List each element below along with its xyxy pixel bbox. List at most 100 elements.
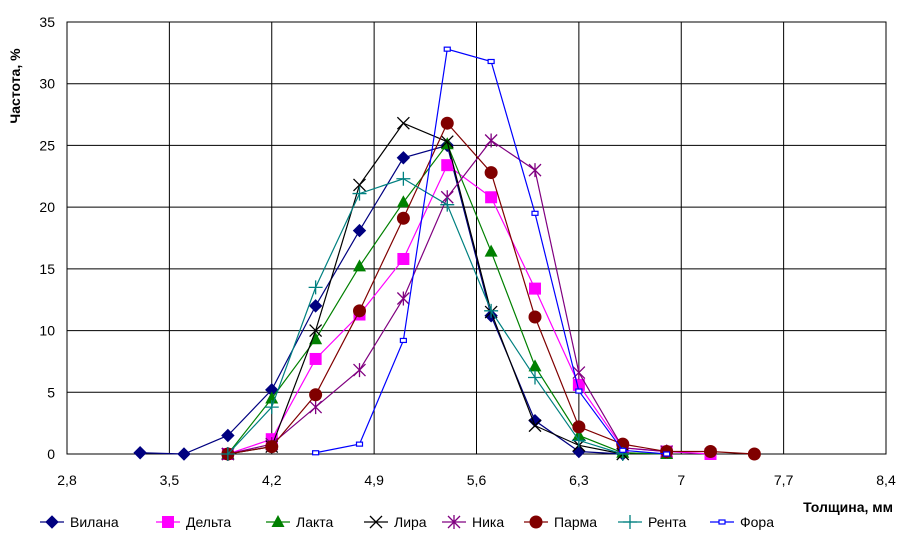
legend-item: Парма <box>524 514 597 530</box>
x-tick-label: 4,9 <box>364 472 384 488</box>
x-tick-label: 3,5 <box>160 472 180 488</box>
data-point <box>485 191 498 204</box>
series-Дельта <box>221 159 717 460</box>
data-point <box>312 450 320 456</box>
data-point <box>619 447 627 453</box>
x-axis-title: Толщина, мм <box>803 499 893 515</box>
data-point <box>575 388 583 394</box>
series-Фора <box>312 46 671 457</box>
legend-item: Лакта <box>266 514 334 530</box>
legend-item: Ника <box>442 514 504 530</box>
legend-item: Рента <box>618 514 686 530</box>
data-point <box>440 135 454 149</box>
data-point <box>265 440 279 454</box>
data-point <box>352 223 367 238</box>
legend-label: Рента <box>648 514 686 530</box>
data-point <box>747 447 761 461</box>
plot-border <box>66 21 887 455</box>
data-point <box>353 363 366 378</box>
legend-label: Лира <box>394 514 427 530</box>
data-point <box>487 58 495 65</box>
data-point <box>308 299 323 313</box>
data-point <box>441 159 454 172</box>
series-line <box>227 164 711 455</box>
legend-label: Парма <box>554 514 597 530</box>
data-point <box>353 304 366 318</box>
data-point <box>623 515 637 529</box>
x-tick-label: 5,6 <box>467 472 487 488</box>
data-point <box>396 151 411 165</box>
data-point <box>440 116 454 130</box>
data-point <box>572 378 585 391</box>
data-point <box>308 280 323 295</box>
data-point <box>45 515 59 529</box>
series-Ника <box>221 133 674 461</box>
data-point <box>529 282 541 295</box>
y-tick-label: 20 <box>39 199 55 215</box>
data-point <box>531 210 539 216</box>
y-tick-label: 25 <box>39 137 55 153</box>
y-axis-title: Частота, % <box>7 48 23 124</box>
data-point <box>353 259 366 272</box>
data-point <box>528 370 542 385</box>
data-point <box>572 420 586 434</box>
series-Вилана <box>133 138 630 461</box>
data-point <box>309 388 323 402</box>
series-Парма <box>221 116 761 461</box>
data-point <box>663 451 671 457</box>
data-point <box>529 515 543 529</box>
legend-label: Ника <box>472 514 504 530</box>
data-point <box>397 252 410 265</box>
data-point <box>220 447 235 461</box>
y-tick-label: 10 <box>39 323 55 339</box>
data-point <box>352 186 367 201</box>
data-point <box>309 332 323 345</box>
series-line <box>227 139 667 455</box>
data-series <box>133 46 761 461</box>
legend-item: Вилана <box>40 514 119 530</box>
data-point <box>528 310 542 324</box>
data-point <box>309 352 322 365</box>
y-axis-ticks: 0 5 10 15 20 25 30 35 <box>39 14 55 462</box>
legend-label: Вилана <box>70 514 119 530</box>
data-point <box>396 116 410 130</box>
legend-label: Лакта <box>296 514 334 530</box>
y-tick-label: 5 <box>47 384 55 400</box>
x-tick-label: 7 <box>677 472 685 488</box>
legend-label: Дельта <box>186 514 231 530</box>
data-point <box>133 446 147 460</box>
series-Лакта <box>221 137 674 459</box>
series-line <box>140 144 623 455</box>
data-point <box>355 441 364 447</box>
legend-item: Лира <box>364 514 427 530</box>
legend-item: Дельта <box>156 514 231 530</box>
y-tick-label: 15 <box>39 261 55 277</box>
legend-item: Фора <box>710 514 774 530</box>
data-point <box>264 400 279 415</box>
data-point <box>265 391 279 404</box>
data-point <box>177 447 191 461</box>
data-point <box>396 211 410 225</box>
data-point <box>443 46 451 52</box>
data-point <box>396 291 410 306</box>
plot-grid <box>66 21 887 455</box>
series-line <box>227 178 623 455</box>
data-point <box>309 324 323 338</box>
y-tick-label: 0 <box>47 446 55 462</box>
data-point <box>369 515 383 529</box>
data-point <box>396 195 410 208</box>
x-tick-label: 4,2 <box>262 472 282 488</box>
data-point <box>447 515 461 529</box>
data-point <box>718 519 726 525</box>
data-point <box>396 171 411 186</box>
x-tick-label: 8,4 <box>876 472 896 488</box>
data-point <box>484 133 498 148</box>
data-point <box>528 419 542 433</box>
y-tick-label: 30 <box>39 76 55 92</box>
data-point <box>162 516 174 528</box>
x-tick-label: 6,3 <box>569 472 589 488</box>
series-Лира <box>221 116 630 461</box>
data-point <box>528 359 542 372</box>
x-tick-label: 2,8 <box>57 472 77 488</box>
